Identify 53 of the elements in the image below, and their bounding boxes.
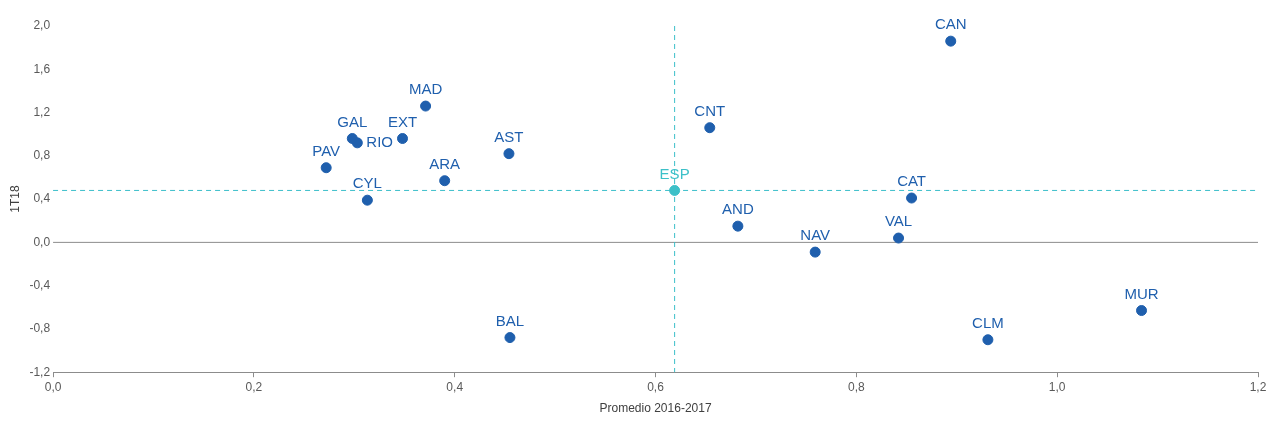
series-label: CAN [934, 15, 967, 33]
series-label: GAL [337, 112, 368, 130]
series-label: MAD [408, 80, 443, 98]
series-label: CAT [897, 172, 927, 190]
point [361, 194, 373, 206]
series-label: CYL [352, 174, 382, 192]
series-label: MUR [1124, 284, 1159, 302]
point [1136, 305, 1148, 317]
point [945, 35, 957, 47]
point [346, 133, 358, 145]
series-label: ARA [429, 154, 461, 172]
point [420, 100, 432, 112]
y-tick-label: 0,0 [33, 234, 51, 249]
series-label: CNT [694, 101, 726, 119]
y-axis-title: 1T18 [7, 185, 22, 213]
x-tick-label: 0,6 [647, 379, 665, 394]
x-tick-label: 0,8 [848, 379, 866, 394]
y-tick-label: 0,8 [33, 148, 51, 163]
y-tick-label: -1,2 [29, 364, 51, 379]
y-tick-label: 1,6 [33, 61, 51, 76]
y-tick-label: -0,8 [29, 321, 51, 336]
point [732, 220, 744, 232]
series-label: VAL [884, 212, 913, 230]
point [982, 334, 994, 346]
series-label: CLM [972, 313, 1004, 331]
x-tick-label: 1,0 [1048, 379, 1066, 394]
series-label: PAV [312, 141, 341, 159]
point [397, 133, 409, 145]
x-tick-label: 0,4 [446, 379, 464, 394]
y-tick-label: 0,4 [33, 191, 51, 206]
series-label: AST [494, 127, 524, 145]
y-tick-label: 1,2 [33, 104, 51, 119]
y-tick-label: -0,4 [29, 277, 51, 292]
point [906, 192, 918, 204]
point [704, 122, 716, 134]
series-label: RIO [366, 132, 393, 150]
y-tick-label: 2,0 [33, 18, 51, 33]
point [439, 175, 451, 187]
x-tick-label: 1,2 [1249, 379, 1267, 394]
x-tick-label: 0,0 [44, 379, 62, 394]
series-label: ESP [659, 164, 690, 182]
point [504, 332, 516, 344]
x-axis-title: Promedio 2016-2017 [599, 401, 712, 416]
point [669, 184, 681, 196]
x-tick-label: 0,2 [245, 379, 263, 394]
series-label: BAL [495, 311, 525, 329]
point [503, 148, 515, 160]
series-label: AND [722, 200, 754, 218]
point [809, 246, 821, 258]
point [893, 232, 905, 244]
series-label: NAV [800, 226, 831, 244]
point [320, 162, 332, 174]
series-label: EXT [387, 112, 418, 130]
